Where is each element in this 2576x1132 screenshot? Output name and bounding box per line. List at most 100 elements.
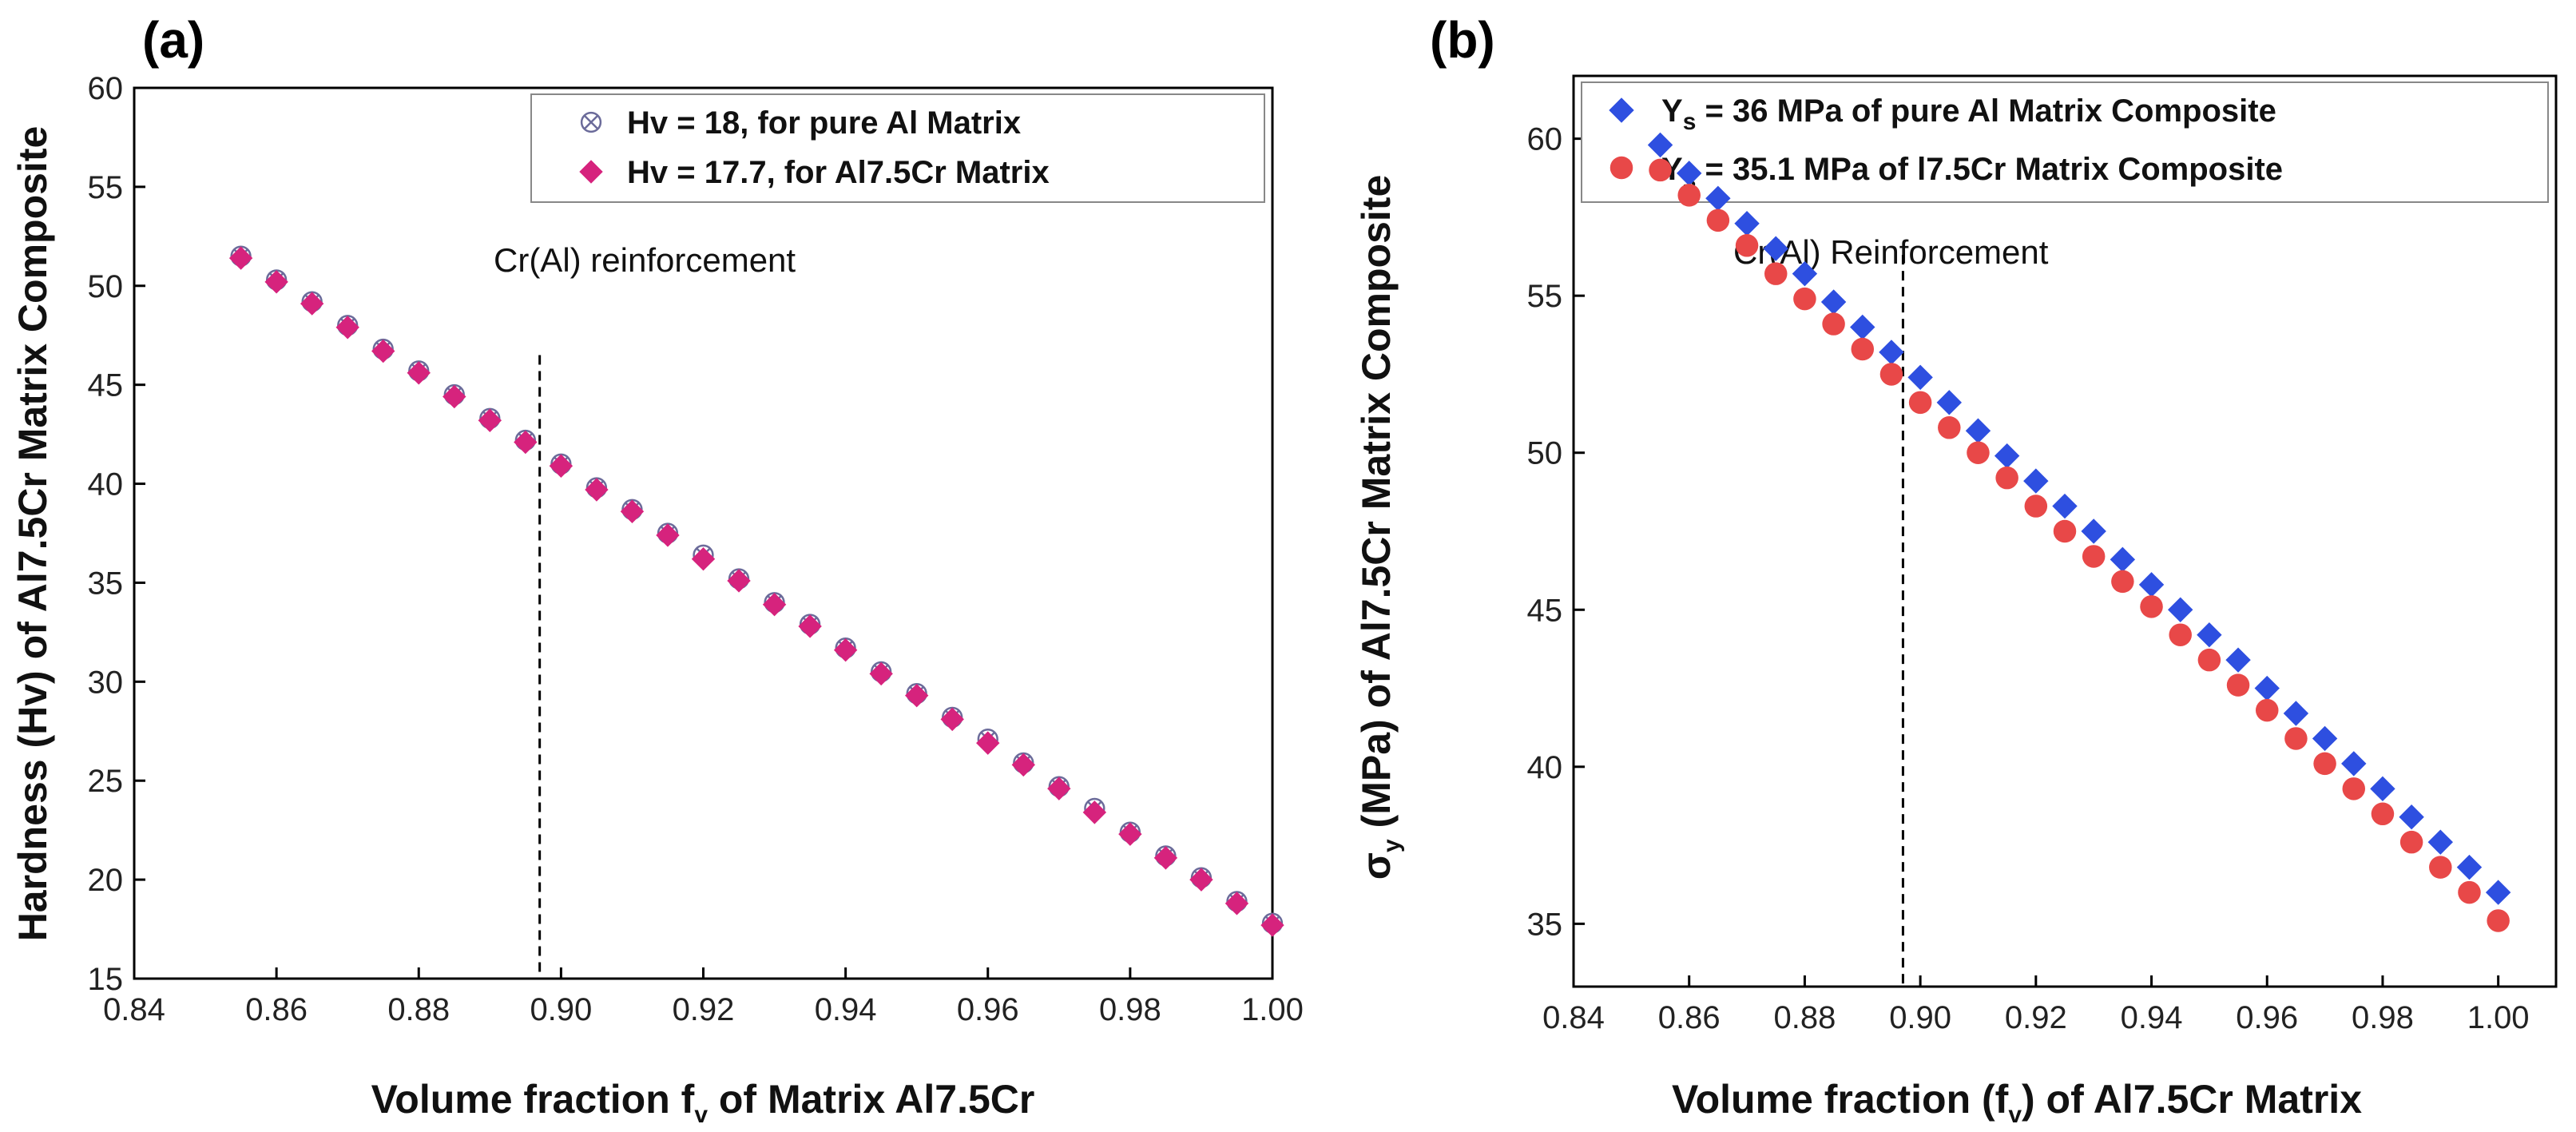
series-1-point	[2082, 545, 2106, 568]
series-1-point	[2284, 727, 2308, 750]
panel-b-data-marks	[1647, 132, 2511, 932]
series-1-point	[2111, 570, 2134, 594]
x-tick-label: 0.94	[2121, 1000, 2183, 1035]
series-1-point	[1082, 800, 1107, 824]
series-1-point	[264, 270, 288, 294]
series-1-point	[1189, 868, 1213, 892]
panel-a-xlabel-sub: v	[694, 1102, 708, 1128]
panel-b-ylabel-sym: σ	[1354, 852, 1399, 880]
y-tick-label: 60	[88, 71, 124, 106]
x-tick-label: 1.00	[1241, 992, 1304, 1027]
series-1-point	[2429, 856, 2452, 879]
panel-b-legend-label-1: Ys = 35.1 MPa of l7.5Cr Matrix Composite	[1661, 152, 2283, 193]
series-1-point	[228, 246, 253, 270]
series-1-point	[443, 384, 466, 409]
series-1-point	[2053, 519, 2077, 543]
panel-b-x-axis-title: Volume fraction (fv) of Al7.5Cr Matrix	[1672, 1077, 2362, 1128]
series-0-point	[2081, 518, 2106, 544]
panel-b-annotation: Cr(Al) Reinforcement	[1733, 233, 2049, 271]
x-tick-label: 0.90	[1889, 1000, 1951, 1035]
series-1-point	[1735, 234, 1759, 257]
series-0-point	[2427, 829, 2454, 855]
series-1-point	[1879, 363, 1903, 386]
series-0-point	[2312, 725, 2338, 752]
y-tick-label: 45	[88, 368, 124, 403]
y-tick-label: 30	[88, 665, 124, 700]
series-1-point	[727, 569, 751, 593]
x-tick-label: 0.88	[1773, 1000, 1836, 1035]
series-1-point	[798, 614, 822, 638]
series-1-point	[1260, 913, 1284, 937]
series-0-point	[2399, 804, 2424, 830]
series-1-point	[549, 454, 574, 478]
x-tick-label: 0.88	[387, 992, 450, 1027]
series-1-point	[1822, 312, 1845, 336]
panel-a-plot-frame	[133, 86, 1274, 980]
y-tick-label: 50	[88, 269, 124, 304]
series-1-point	[2458, 880, 2481, 904]
y-tick-label: 25	[88, 764, 124, 799]
y-tick-label: 55	[88, 170, 124, 205]
panel-a-xlabel-main: Volume fraction f	[371, 1077, 695, 1122]
x-tick-label: 0.84	[1542, 1000, 1605, 1035]
y-tick-label: 45	[1527, 593, 1563, 628]
series-1-point	[1224, 892, 1249, 916]
panel-a-y-axis-title: Hardness (Hv) of Al7.5Cr Matrix Composit…	[10, 126, 55, 942]
x-tick-label: 0.96	[2236, 1000, 2298, 1035]
panel-a-x-ticks: 0.84 0.86 0.88 0.90 0.92 0.94 0.96 0.98 1.00	[103, 967, 1304, 1027]
series-1-point	[1677, 184, 1701, 207]
series-1-point	[2197, 648, 2221, 672]
legend-y-sub: s	[1683, 109, 1697, 135]
series-1-point	[1047, 777, 1071, 800]
series-0-point	[2225, 647, 2251, 673]
panel-b-plot-frame	[1572, 74, 2558, 988]
series-0-point	[2052, 493, 2078, 519]
panel-a-legend-marker-1	[579, 160, 603, 184]
panel-a-x-axis-title: Volume fraction fv of Matrix Al7.5Cr	[371, 1077, 1035, 1128]
x-tick-label: 0.86	[1658, 1000, 1721, 1035]
panel-b-legend-box	[1581, 81, 2549, 203]
series-0-point	[1792, 260, 1818, 287]
series-1-point	[2487, 909, 2510, 932]
panel-a-data-marks	[228, 245, 1284, 937]
series-1-point	[1153, 846, 1178, 870]
panel-a-legend: Hv = 18, for pure Al Matrix Hv = 17.7, f…	[530, 93, 1265, 203]
series-1-point	[2399, 830, 2423, 854]
series-1-point	[2024, 495, 2048, 518]
panel-a-y-ticks: 15 20 25 30 35 40 45 50 55 60	[88, 71, 145, 997]
series-0-point	[2110, 546, 2136, 573]
legend-y-symbol: Y	[1661, 93, 1683, 129]
series-0-point	[2456, 854, 2483, 880]
panel-b-y-ticks: 35 40 45 50 55 60	[1527, 122, 1585, 942]
y-tick-label: 15	[88, 962, 124, 997]
panel-a-label: (a)	[142, 11, 204, 69]
panel-b: (b) 0.84 0.86 0.88 0.90 0.92 0.94 0.96 0.98 1.00…	[1354, 11, 2558, 1128]
series-0-point	[2254, 675, 2280, 701]
legend-y-rest: = 36 MPa of pure Al Matrix Composite	[1696, 93, 2276, 129]
series-1-point	[620, 499, 645, 523]
series-1-point	[514, 430, 538, 455]
series-1-point	[1967, 441, 1990, 464]
series-1-point	[2313, 752, 2336, 776]
series-1-point	[1908, 391, 1932, 415]
legend-marker-1	[579, 160, 603, 184]
panel-a-legend-label-0: Hv = 18, for pure Al Matrix	[627, 105, 1021, 141]
series-1-point	[2255, 698, 2279, 722]
panel-b-y-axis-title: σy (MPa) of Al7.5Cr Matrix Composite	[1354, 175, 1405, 880]
series-1-point	[1793, 287, 1816, 311]
series-0-point	[2485, 880, 2511, 905]
series-0-point	[2167, 597, 2193, 622]
series-1-point	[1706, 209, 1730, 232]
y-tick-label: 20	[88, 863, 124, 898]
series-1-point	[1764, 262, 1788, 285]
y-tick-label: 35	[1527, 907, 1563, 942]
series-0-point	[2370, 776, 2395, 802]
x-tick-label: 0.98	[1099, 992, 1161, 1027]
x-tick-label: 0.92	[2005, 1000, 2067, 1035]
series-1-point	[407, 361, 431, 385]
series-1-point	[585, 478, 609, 502]
series-1-point	[300, 292, 324, 316]
y-tick-label: 35	[88, 566, 124, 601]
legend-y-rest: = 35.1 MPa of l7.5Cr Matrix Composite	[1696, 152, 2283, 187]
